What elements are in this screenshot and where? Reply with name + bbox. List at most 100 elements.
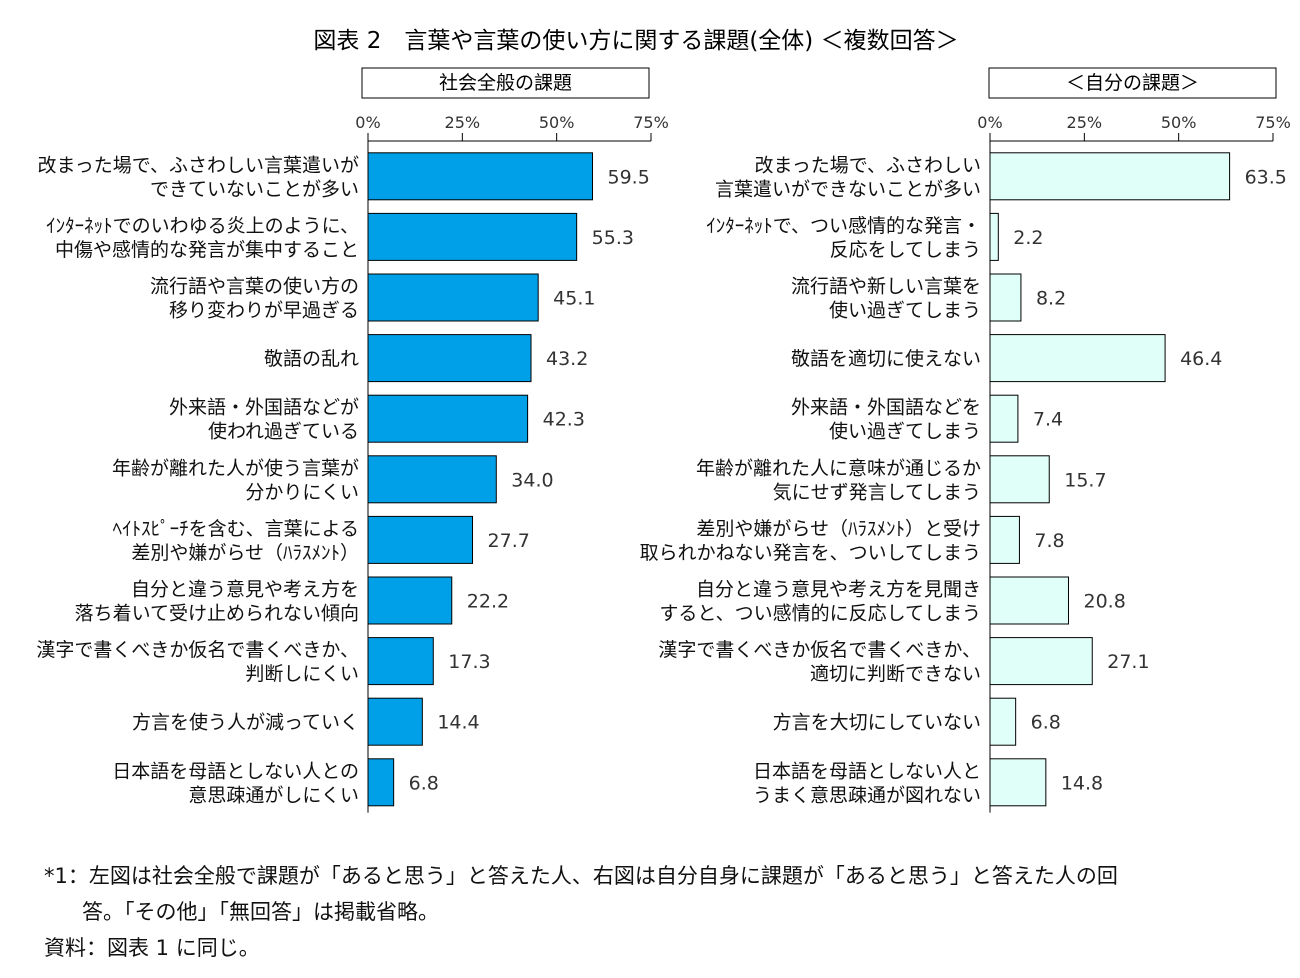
bar: [989, 394, 1019, 443]
category-label-line: 意思疎通がしにくい: [188, 784, 359, 806]
x-tick-label: 50%: [539, 113, 575, 132]
category-label-line: ｲﾝﾀｰﾈｯﾄでのいわゆる炎上のように、: [46, 215, 359, 237]
category-label-line: 中傷や感情的な発言が集中すること: [55, 239, 359, 261]
x-tick-label: 25%: [1067, 113, 1103, 132]
bar-value-label: 15.7: [1064, 469, 1106, 491]
category-label-line: 流行語や新しい言葉を: [791, 276, 981, 298]
category-label: 年齢が離れた人に意味が通じるか気にせず発言してしまう: [696, 457, 981, 503]
bar: [367, 576, 453, 625]
chart-title: 図表 2 言葉や言葉の使い方に関する課題(全体) ＜複数回答＞: [313, 28, 958, 54]
category-label-line: 差別や嫌がらせ（ﾊﾗｽﾒﾝﾄ）: [131, 542, 359, 564]
source-note: 資料：図表 1 に同じ。: [44, 936, 260, 960]
footnote-line-2: 答。「その他」「無回答」は掲載省略。: [82, 900, 439, 924]
bar-value-label: 59.5: [608, 166, 650, 188]
category-label-line: 漢字で書くべきか仮名で書くべきか、: [658, 639, 981, 661]
category-label-line: 自分と違う意見や考え方を: [131, 579, 359, 601]
category-label-line: できていないことが多い: [150, 178, 359, 200]
category-label: 日本語を母語としない人とうまく意思疎通が図れない: [753, 760, 981, 806]
category-label: 日本語を母語としない人との意思疎通がしにくい: [112, 760, 359, 806]
panel-1: 社会全般の課題 0% 25% 50% 75% 59.5 改まった場で、ふさわしい言葉遣いがで…: [36, 67, 669, 813]
panel-title-box: [988, 67, 1277, 99]
bar-value-label: 45.1: [553, 288, 595, 310]
category-label-line: 改まった場で、ふさわしい: [755, 154, 981, 176]
bar-value-label: 14.4: [437, 712, 479, 734]
category-label-line: 移り変わりが早過ぎる: [169, 300, 359, 322]
bar-value-label: 22.2: [467, 591, 509, 613]
x-tick-label: 50%: [1161, 113, 1197, 132]
panel-title: 社会全般の課題: [439, 72, 572, 94]
category-label-line: 外来語・外国語などを: [791, 397, 981, 419]
category-label-line: ﾍｲﾄｽﾋﾟｰﾁを含む、言葉による: [113, 518, 359, 540]
bar-value-label: 6.8: [409, 772, 439, 794]
bar: [367, 515, 474, 564]
category-label-line: ｲﾝﾀｰﾈｯﾄで、つい感情的な発言・: [706, 215, 981, 237]
category-label: 敬語を適切に使えない: [791, 348, 981, 370]
bar: [989, 697, 1017, 746]
category-label-line: 取られかねない発言を、ついしてしまう: [640, 542, 981, 564]
bar-value-label: 14.8: [1061, 772, 1103, 794]
category-label-line: 落ち着いて受け止められない傾向: [75, 603, 359, 625]
bar-value-label: 8.2: [1036, 288, 1066, 310]
category-label-line: 流行語や言葉の使い方の: [150, 276, 359, 298]
category-label-line: 改まった場で、ふさわしい言葉遣いが: [38, 154, 359, 176]
category-label-line: 方言を大切にしていない: [773, 712, 981, 734]
category-label: 流行語や言葉の使い方の移り変わりが早過ぎる: [150, 276, 359, 322]
bar-value-label: 6.8: [1031, 712, 1061, 734]
bar-value-label: 7.4: [1033, 409, 1063, 431]
bar: [367, 697, 423, 746]
category-label: ｲﾝﾀｰﾈｯﾄで、つい感情的な発言・反応をしてしまう: [706, 215, 981, 261]
footnote-line-1: *1：左図は社会全般で課題が「あると思う」と答えた人、右図は自分自身に課題が「あ…: [44, 864, 1118, 888]
bar: [367, 637, 434, 686]
category-label: 改まった場で、ふさわしい言葉遣いができていないことが多い: [38, 154, 359, 200]
category-label-line: 敬語の乱れ: [264, 348, 359, 370]
bar: [367, 455, 497, 504]
category-label-line: すると、つい感情的に反応してしまう: [659, 603, 981, 625]
bar-value-label: 27.1: [1107, 651, 1149, 673]
bar-value-label: 7.8: [1034, 530, 1064, 552]
category-label: 方言を使う人が減っていく: [132, 712, 359, 734]
bar: [989, 273, 1022, 322]
category-label-line: 適切に判断できない: [810, 663, 981, 685]
category-label-line: 自分と違う意見や考え方を見聞き: [696, 579, 981, 601]
category-label-line: 日本語を母語としない人と: [753, 760, 981, 782]
x-tick-label: 25%: [445, 113, 481, 132]
bar: [367, 758, 395, 807]
category-label-line: 年齢が離れた人が使う言葉が: [112, 457, 359, 479]
footnote: *1：左図は社会全般で課題が「あると思う」と答えた人、右図は自分自身に課題が「あ…: [44, 858, 1118, 966]
category-label: ｲﾝﾀｰﾈｯﾄでのいわゆる炎上のように、中傷や感情的な発言が集中すること: [46, 215, 359, 261]
category-label-line: 年齢が離れた人に意味が通じるか: [696, 457, 981, 479]
x-tick-label: 0%: [355, 113, 380, 132]
category-label-line: 判断しにくい: [245, 663, 359, 685]
bar: [989, 637, 1093, 686]
category-label-line: 言葉遣いができないことが多い: [715, 178, 981, 200]
category-label-line: 差別や嫌がらせ（ﾊﾗｽﾒﾝﾄ）と受け: [696, 518, 981, 540]
category-label: 外来語・外国語などが使われ過ぎている: [169, 397, 359, 443]
category-label-line: 気にせず発言してしまう: [773, 481, 981, 503]
category-label-line: うまく意思疎通が図れない: [753, 784, 981, 806]
bar-value-label: 63.5: [1245, 166, 1287, 188]
category-label: 改まった場で、ふさわしい言葉遣いができないことが多い: [715, 154, 981, 200]
category-label: 差別や嫌がらせ（ﾊﾗｽﾒﾝﾄ）と受け取られかねない発言を、ついしてしまう: [640, 518, 981, 564]
bar: [989, 576, 1069, 625]
bar: [989, 455, 1050, 504]
category-label-line: 反応をしてしまう: [830, 239, 981, 261]
category-label: 漢字で書くべきか仮名で書くべきか、判断しにくい: [36, 639, 359, 685]
bar-value-label: 17.3: [448, 651, 490, 673]
category-label-line: 外来語・外国語などが: [169, 397, 359, 419]
category-label: 敬語の乱れ: [264, 348, 359, 370]
category-label-line: 使われ過ぎている: [208, 421, 359, 443]
bar-value-label: 43.2: [546, 348, 588, 370]
bar: [367, 152, 594, 201]
bar-value-label: 34.0: [511, 469, 553, 491]
category-label: ﾍｲﾄｽﾋﾟｰﾁを含む、言葉による差別や嫌がらせ（ﾊﾗｽﾒﾝﾄ）: [113, 518, 359, 564]
bar-value-label: 2.2: [1013, 227, 1043, 249]
category-label: 外来語・外国語などを使い過ぎてしまう: [791, 397, 981, 443]
panel-2: ＜自分の課題＞ 0% 25% 50% 75% 63.5 改まった場で、ふさわしい言葉遣いがで…: [640, 67, 1291, 813]
bar: [367, 334, 532, 383]
category-label-line: 分かりにくい: [245, 481, 359, 503]
bar-value-label: 55.3: [592, 227, 634, 249]
x-tick-label: 0%: [977, 113, 1002, 132]
bar-value-label: 27.7: [488, 530, 530, 552]
category-label-line: 使い過ぎてしまう: [829, 421, 981, 443]
